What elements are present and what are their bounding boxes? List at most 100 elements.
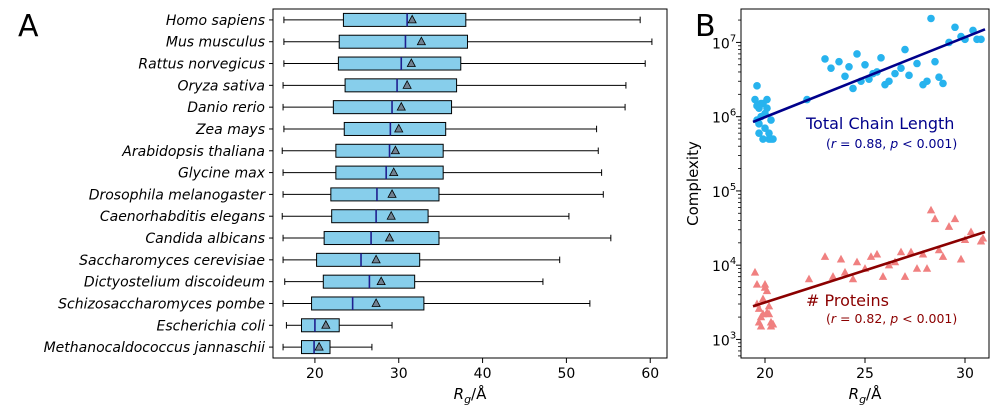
y-tick-label: 103 <box>712 330 736 349</box>
category-label: Zea mays <box>195 122 265 138</box>
data-point <box>939 79 947 88</box>
mean-marker <box>371 298 381 307</box>
data-point <box>861 60 869 69</box>
data-point <box>840 267 850 276</box>
data-point <box>845 62 853 71</box>
y-tick-label: 106 <box>712 108 736 127</box>
scatter-chart: 20 25 30 103 104 105 106 107 Complexity Rg/Å Total… <box>684 8 990 406</box>
mean-marker <box>406 58 416 67</box>
mean-marker <box>416 36 427 46</box>
mean-marker <box>394 123 404 133</box>
category-label: Danio rerio <box>187 100 265 116</box>
data-point <box>853 50 861 58</box>
data-point <box>918 249 928 258</box>
data-point <box>877 54 885 62</box>
data-point <box>950 214 960 223</box>
data-point <box>753 102 761 110</box>
fit-line <box>752 28 986 124</box>
category-label: Dictyostelium discoideum <box>84 275 265 291</box>
data-point <box>759 135 767 143</box>
category-label: Candida albicans <box>145 231 265 247</box>
y-tick-label: 105 <box>712 182 736 201</box>
data-point <box>767 116 775 124</box>
data-point <box>765 129 773 137</box>
category-label: Methanocaldococcus jannaschii <box>44 340 266 356</box>
data-point <box>835 57 843 66</box>
data-point <box>951 23 959 32</box>
data-point <box>848 274 858 283</box>
data-point <box>884 260 894 269</box>
data-point <box>752 279 762 288</box>
axes-frame <box>272 8 668 359</box>
data-point <box>977 35 985 44</box>
data-point <box>760 279 770 288</box>
x-tick-label: 30 <box>956 366 974 382</box>
data-point <box>978 233 988 242</box>
box <box>337 56 462 71</box>
data-point <box>828 272 838 280</box>
data-point <box>820 252 830 260</box>
data-point <box>755 120 763 128</box>
data-point <box>764 301 774 310</box>
data-point <box>836 254 846 263</box>
data-point <box>878 272 888 280</box>
category-label: Saccharomyces cerevisiae <box>79 253 265 269</box>
fit-line <box>752 230 986 308</box>
category-label: Homo sapiens <box>166 13 265 29</box>
mean-marker <box>389 167 399 176</box>
data-point <box>762 286 772 295</box>
data-point <box>966 227 976 236</box>
series-label: # Proteins <box>806 291 889 310</box>
data-point <box>755 129 763 137</box>
box <box>344 78 458 93</box>
data-point <box>872 249 882 258</box>
mean-marker <box>384 232 395 242</box>
box <box>301 318 340 333</box>
data-point <box>935 73 943 82</box>
data-point <box>912 264 922 272</box>
mean-marker <box>371 254 381 264</box>
panel-b-letter: B <box>695 9 716 44</box>
data-point <box>900 272 910 280</box>
x-tick-label: 20 <box>306 366 324 382</box>
y-tick-label: 107 <box>712 33 736 52</box>
box <box>338 34 468 49</box>
data-point <box>897 64 905 72</box>
boxplot-chart: Homo sapiens Mus musculus Rattus norvegicu… <box>44 8 668 406</box>
mean-marker <box>390 145 401 155</box>
box <box>335 165 444 180</box>
data-point <box>841 72 849 81</box>
box <box>342 12 467 27</box>
data-point <box>754 304 764 312</box>
data-point <box>804 274 814 283</box>
category-label: Oryza sativa <box>177 78 265 94</box>
mean-marker <box>321 319 331 329</box>
data-point <box>913 59 921 68</box>
data-point <box>763 95 771 104</box>
x-tick-label: 50 <box>557 366 575 382</box>
series-total-chain-length <box>751 14 986 143</box>
box <box>316 252 421 267</box>
y-tick-label: 104 <box>712 256 736 275</box>
data-point <box>923 77 931 86</box>
y-axis-label: Complexity <box>684 141 702 226</box>
box <box>301 340 331 355</box>
data-point <box>944 222 954 230</box>
data-point <box>762 308 772 316</box>
data-point <box>751 95 759 104</box>
box <box>311 296 425 311</box>
data-point <box>934 245 944 254</box>
data-point <box>938 252 948 260</box>
data-point <box>906 247 916 256</box>
data-point <box>753 82 761 90</box>
x-axis-label: Rg/Å <box>454 384 487 406</box>
box <box>323 231 440 246</box>
data-point <box>769 135 777 143</box>
box <box>330 187 440 202</box>
mean-marker <box>314 341 324 351</box>
series-stat: (r = 0.88, p < 0.001) <box>826 136 957 151</box>
data-point <box>750 267 760 276</box>
data-point <box>930 214 940 223</box>
data-point <box>896 247 906 256</box>
